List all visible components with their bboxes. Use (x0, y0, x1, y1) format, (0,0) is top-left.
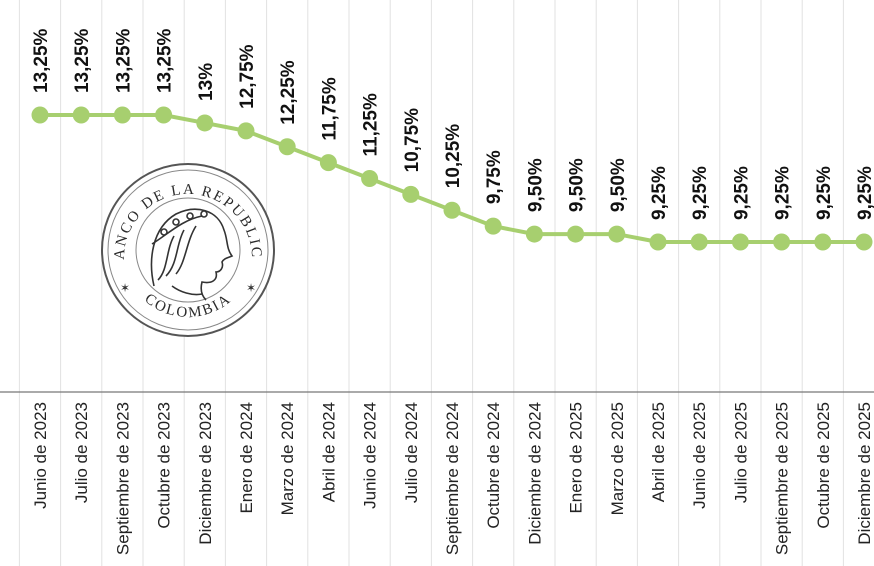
x-tick-label: Septiembre de 2024 (443, 402, 462, 555)
x-tick-label: Julio de 2023 (72, 402, 91, 503)
value-label: 9,25% (773, 166, 794, 220)
value-label: 9,50% (567, 158, 588, 212)
data-point (731, 233, 749, 251)
x-tick-label: Julio de 2025 (731, 402, 750, 503)
x-tick-label: Septiembre de 2025 (773, 402, 792, 555)
data-point (113, 106, 131, 124)
data-point (361, 170, 379, 187)
x-tick-label: Julio de 2024 (402, 402, 421, 503)
data-point (402, 185, 420, 203)
value-label: 12,75% (237, 44, 258, 109)
x-tick-label: Septiembre de 2023 (113, 402, 132, 555)
data-point (319, 154, 337, 172)
value-label: 11,75% (319, 77, 340, 140)
value-label: 9,50% (608, 158, 629, 212)
x-tick-label: Marzo de 2025 (608, 402, 627, 515)
x-tick-label: Abril de 2025 (649, 402, 668, 502)
data-point (196, 114, 214, 132)
value-label: 12,25% (278, 60, 299, 125)
x-tick-label: Octubre de 2024 (484, 402, 503, 529)
x-tick-label: Octubre de 2023 (155, 402, 174, 529)
value-label: 9,25% (814, 166, 835, 220)
data-point (525, 225, 543, 243)
data-point (443, 201, 461, 219)
value-label: 9,25% (731, 166, 752, 220)
grid-lines (18, 0, 844, 566)
data-point (278, 138, 296, 156)
x-tick-label: Marzo de 2024 (278, 402, 297, 515)
seal-star-left: ✶ (120, 281, 130, 295)
data-point (484, 217, 502, 235)
value-label: 13,25% (155, 28, 176, 93)
seal-star-right: ✶ (246, 281, 256, 295)
x-tick-label: Diciembre de 2023 (196, 402, 215, 545)
data-point (155, 106, 173, 124)
data-point (649, 233, 667, 251)
x-tick-label: Junio de 2024 (361, 402, 380, 509)
value-label: 13,25% (31, 28, 52, 93)
value-labels: 13,25% 13,25% 13,25% 13,25% 13% 12,75% 12,25% 1… (31, 28, 874, 220)
value-label: 11,25% (361, 93, 382, 156)
x-tick-label: Enero de 2024 (237, 402, 256, 514)
x-tick-label: Octubre de 2025 (814, 402, 833, 529)
x-tick-label: Abril de 2024 (319, 402, 338, 502)
x-tick-label: Junio de 2023 (31, 402, 50, 509)
value-label: 9,75% (484, 150, 505, 204)
data-point (567, 225, 585, 243)
value-label: 10,75% (402, 108, 423, 173)
x-tick-label: Diciembre de 2024 (525, 402, 544, 545)
banco-republica-seal-logo: BANCO DE LA REPUBLICA COLOMBIA ✶ ✶ (101, 163, 275, 337)
value-label: 9,25% (855, 166, 874, 220)
x-tick-labels: Junio de 2023 Julio de 2023 Septiembre de … (31, 402, 874, 555)
x-tick-label: Enero de 2025 (567, 402, 586, 514)
data-point (72, 106, 90, 124)
data-point (690, 233, 708, 251)
data-point (814, 233, 832, 251)
x-tick-label: Diciembre de 2025 (855, 402, 874, 545)
value-label: 13% (196, 63, 217, 101)
data-point (31, 106, 49, 124)
value-label: 13,25% (72, 28, 93, 93)
data-point (855, 233, 873, 251)
data-points (31, 106, 873, 251)
value-label: 9,25% (649, 166, 670, 220)
data-point (608, 225, 626, 243)
value-label: 9,25% (690, 166, 711, 220)
x-tick-label: Junio de 2025 (690, 402, 709, 509)
data-point (773, 233, 791, 251)
value-label: 13,25% (113, 28, 134, 93)
seal-portrait-icon (150, 208, 234, 301)
value-label: 9,50% (525, 158, 546, 212)
data-point (237, 122, 255, 140)
value-label: 10,25% (443, 124, 464, 189)
